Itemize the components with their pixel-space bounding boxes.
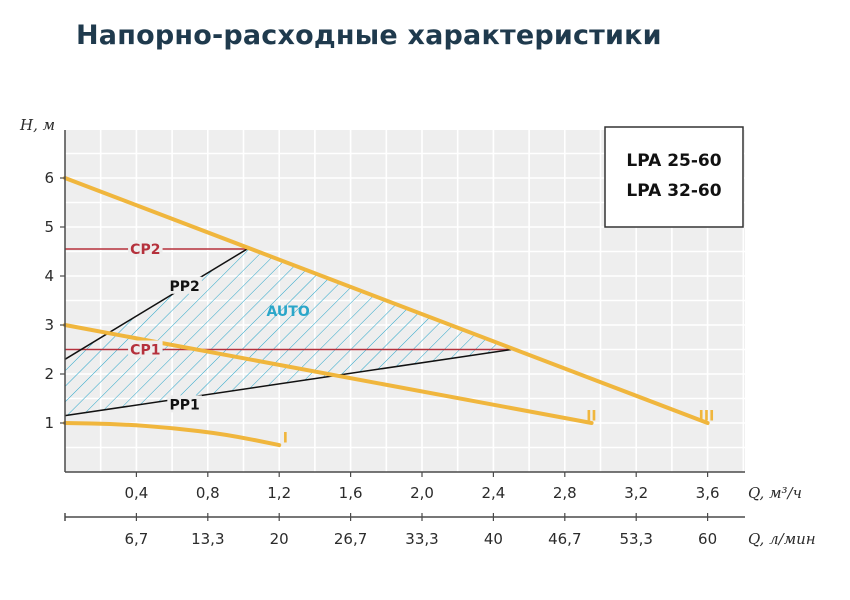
label-backing [167,276,202,294]
x2-tick-label: 26,7 [334,530,367,548]
model-label: LPA 32-60 [626,181,721,201]
x2-tick-label: 20 [270,530,289,548]
control-line-label-cp1: CP1 [130,343,160,359]
control-line-label-pp1: PP1 [169,397,199,413]
auto-region [65,249,512,416]
x-axis-label: Q, м³/ч [748,484,802,502]
control-line-label-pp2: PP2 [169,279,199,295]
x-tick-label: 1,6 [339,484,363,502]
speed-curve-label-i: I [283,431,288,447]
x2-tick-label: 13,3 [191,530,224,548]
x2-tick-label: 46,7 [548,530,581,548]
x-tick-label: 3,6 [696,484,720,502]
x-tick-label: 2,4 [481,484,505,502]
label-backing [128,240,163,258]
y-tick-label: 4 [44,267,54,285]
control-line-pp2 [64,248,248,360]
y-tick-label: 3 [44,316,54,334]
x-tick-label: 2,8 [553,484,577,502]
chart-title: Напорно-расходные характеристики [76,20,662,51]
x2-tick-label: 40 [484,530,503,548]
axes: 1 2 3 4 5 6 0,4 0,8 1,2 1,6 2,0 2,4 2,8 3,2 3,6 6,7 13,3… [19,116,816,548]
control-line-label-cp2: CP2 [130,242,160,258]
x2-tick-label: 33,3 [405,530,438,548]
label-backing [128,340,163,358]
x-tick-label: 2,0 [410,484,434,502]
x2-axis-label: Q, л/мин [748,530,816,548]
x-tick-label: 0,8 [196,484,220,502]
model-box-frame [604,126,744,228]
y-tick-label: 6 [44,169,54,187]
auto-region-fill [65,249,512,416]
speed-curve-label-iii: III [699,409,715,425]
y-tick-label: 2 [44,365,54,383]
x2-tick-label: 53,3 [619,530,652,548]
model-box: LPA 25-60 LPA 32-60 [604,126,744,228]
label-backing [167,395,202,413]
speed-curve-iii [63,176,710,425]
y-axis-label: H, м [19,116,55,134]
y-tick-label: 1 [44,414,54,432]
x-tick-label: 0,4 [124,484,148,502]
control-line-pp1 [64,348,512,417]
y-tick-label: 5 [44,218,54,236]
auto-region-label: AUTO [267,304,310,320]
speed-curve-i [63,421,282,448]
model-label: LPA 25-60 [626,151,721,171]
x2-tick-label: 60 [698,530,717,548]
x-tick-label: 3,2 [624,484,648,502]
x2-tick-label: 6,7 [124,530,148,548]
x-tick-label: 1,2 [267,484,291,502]
speed-curve-label-ii: II [586,409,596,425]
